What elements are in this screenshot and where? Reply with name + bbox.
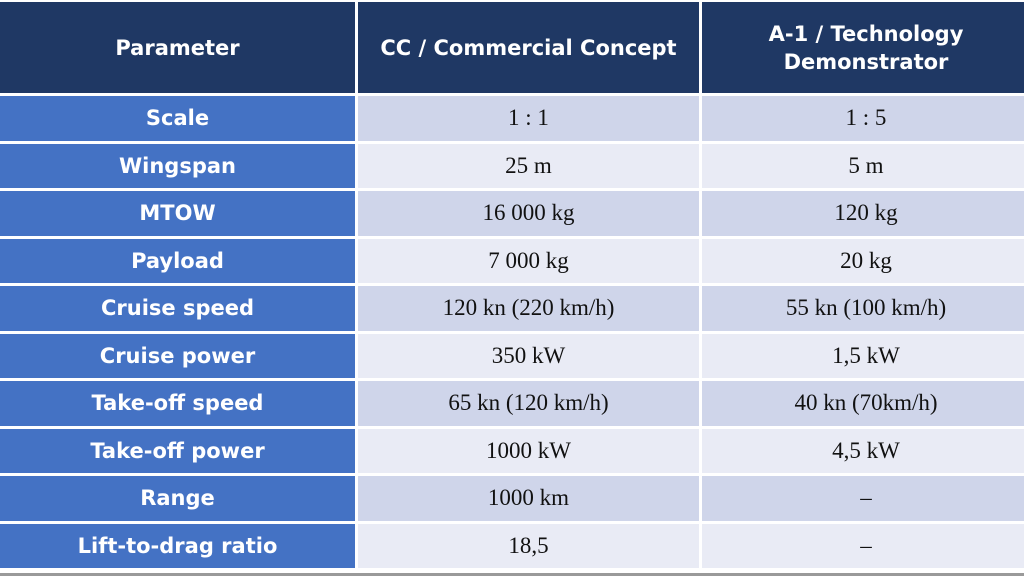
table-row: Cruise speed 120 kn (220 km/h) 55 kn (100 … [0,286,1024,331]
commercial-concept-cell: 65 kn (120 km/h) [358,381,699,426]
technology-demonstrator-cell: – [702,476,1024,521]
table-row: Take-off speed 65 kn (120 km/h) 40 kn (70k… [0,381,1024,426]
commercial-concept-cell: 18,5 [358,523,699,568]
technology-demonstrator-cell: 1,5 kW [702,333,1024,378]
commercial-concept-cell: 120 kn (220 km/h) [358,286,699,331]
table-row: MTOW 16 000 kg 120 kg [0,191,1024,236]
parameter-cell: Payload [0,238,355,283]
table-row: Range 1000 km – [0,476,1024,521]
commercial-concept-cell: 1000 km [358,476,699,521]
parameter-cell: Lift-to-drag ratio [0,523,355,568]
header-technology-demonstrator: A-1 / Technology Demonstrator [702,2,1024,93]
header-commercial-concept: CC / Commercial Concept [358,2,699,93]
commercial-concept-cell: 16 000 kg [358,191,699,236]
parameter-cell: Cruise power [0,333,355,378]
parameter-cell: Range [0,476,355,521]
technology-demonstrator-cell: 5 m [702,143,1024,188]
technology-demonstrator-cell: 20 kg [702,238,1024,283]
technology-demonstrator-cell: 1 : 5 [702,96,1024,141]
commercial-concept-cell: 7 000 kg [358,238,699,283]
technology-demonstrator-cell: – [702,523,1024,568]
technology-demonstrator-cell: 55 kn (100 km/h) [702,286,1024,331]
table-row: Take-off power 1000 kW 4,5 kW [0,428,1024,473]
parameter-cell: Take-off speed [0,381,355,426]
table-row: Lift-to-drag ratio 18,5– [0,523,1024,568]
commercial-concept-cell: 1 : 1 [358,96,699,141]
technology-demonstrator-cell: 40 kn (70km/h) [702,381,1024,426]
parameter-cell: MTOW [0,191,355,236]
technology-demonstrator-cell: 120 kg [702,191,1024,236]
parameter-cell: Scale [0,96,355,141]
header-parameter: Parameter [0,2,355,93]
table-row: Cruise power 350 kW 1,5 kW [0,333,1024,378]
bottom-border [0,573,1024,576]
commercial-concept-cell: 350 kW [358,333,699,378]
commercial-concept-cell: 25 m [358,143,699,188]
technology-demonstrator-cell: 4,5 kW [702,428,1024,473]
commercial-concept-cell: 1000 kW [358,428,699,473]
header-row: Parameter CC / Commercial Concept A-1 / … [0,2,1024,93]
parameter-cell: Wingspan [0,143,355,188]
parameter-cell: Take-off power [0,428,355,473]
table-row: Payload 7 000 kg 20 kg [0,238,1024,283]
parameter-cell: Cruise speed [0,286,355,331]
